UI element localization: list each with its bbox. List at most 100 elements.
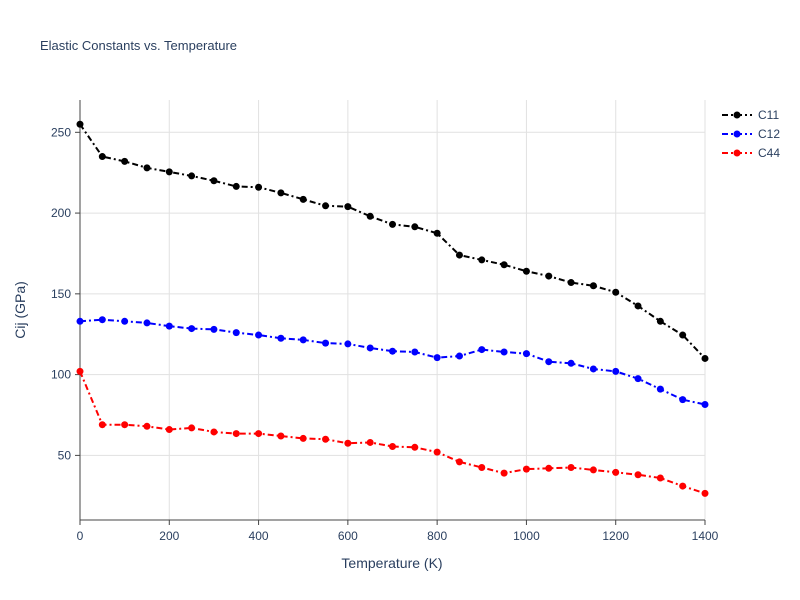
x-tick-label: 600 [338, 529, 358, 543]
data-point-c11 [679, 331, 687, 339]
data-point-c44 [589, 466, 597, 474]
data-point-c44 [500, 469, 508, 477]
legend-marker-swatch [733, 111, 741, 119]
x-tick-label: 400 [249, 529, 269, 543]
data-point-c11 [545, 272, 553, 280]
data-point-c44 [277, 432, 285, 440]
series-c12 [76, 316, 709, 408]
data-point-c12 [98, 316, 106, 324]
data-point-c11 [634, 302, 642, 310]
data-point-c44 [98, 421, 106, 429]
data-point-c11 [344, 203, 352, 211]
data-point-c11 [567, 279, 575, 287]
chart-title: Elastic Constants vs. Temperature [40, 38, 237, 53]
data-point-c44 [232, 430, 240, 438]
data-point-c12 [522, 350, 530, 358]
data-point-c12 [232, 329, 240, 337]
data-point-c12 [366, 344, 374, 352]
data-point-c11 [389, 220, 396, 228]
data-point-c44 [522, 465, 530, 473]
data-point-c12 [121, 317, 129, 325]
data-point-c11 [277, 189, 285, 197]
data-point-c11 [98, 153, 106, 161]
data-point-c12 [656, 385, 664, 393]
data-point-c12 [344, 340, 352, 348]
data-point-c11 [701, 354, 709, 362]
data-point-c11 [299, 195, 307, 203]
data-point-c44 [299, 434, 307, 442]
data-point-c44 [433, 448, 441, 456]
data-point-c12 [255, 331, 263, 339]
data-point-c44 [344, 439, 352, 447]
data-point-c12 [612, 367, 620, 375]
data-point-c12 [143, 319, 151, 327]
data-point-c11 [165, 168, 173, 176]
legend-item-c44[interactable]: C44 [722, 146, 780, 160]
legend-item-c11[interactable]: C11 [722, 108, 779, 122]
axis-layer: 0 200 400 600 800 1000 1200 1400 50 100 150 200 250 [51, 100, 719, 543]
x-tick-label: 800 [427, 529, 447, 543]
data-point-c12 [634, 375, 642, 383]
data-point-c12 [589, 365, 597, 373]
data-point-c12 [165, 322, 173, 330]
y-axis-title: Cij (GPa) [12, 281, 28, 339]
y-tick-label: 50 [58, 448, 72, 462]
data-point-c12 [76, 317, 84, 325]
data-point-c12 [411, 348, 419, 356]
data-point-c12 [679, 396, 687, 404]
data-point-c12 [299, 336, 307, 344]
data-point-c44 [679, 482, 687, 490]
y-tick-label: 200 [51, 206, 71, 220]
data-point-c44 [389, 443, 396, 450]
data-point-c11 [232, 182, 240, 190]
data-point-c12 [500, 348, 508, 356]
data-point-c11 [411, 223, 419, 231]
data-point-c44 [143, 422, 151, 430]
legend-label: C12 [758, 127, 780, 141]
data-point-c44 [701, 489, 709, 497]
legend-label: C44 [758, 146, 780, 160]
data-point-c12 [545, 358, 553, 366]
data-point-c11 [500, 261, 508, 269]
series-layer [76, 120, 709, 497]
data-point-c44 [612, 468, 620, 476]
x-tick-label: 200 [159, 529, 179, 543]
data-point-c11 [455, 251, 463, 259]
data-point-c44 [411, 443, 419, 451]
data-point-c12 [277, 334, 285, 342]
data-point-c44 [322, 435, 330, 443]
data-point-c44 [545, 464, 553, 472]
data-point-c11 [656, 317, 664, 325]
data-point-c44 [121, 421, 129, 429]
data-point-c12 [433, 354, 441, 362]
data-point-c12 [701, 401, 709, 408]
data-point-c11 [478, 256, 486, 264]
data-point-c44 [567, 464, 575, 471]
data-point-c11 [76, 120, 84, 128]
x-tick-label: 1200 [602, 529, 629, 543]
data-point-c44 [165, 426, 173, 434]
data-point-c44 [478, 464, 486, 471]
data-point-c12 [478, 346, 486, 354]
legend-item-c12[interactable]: C12 [722, 127, 780, 141]
grid-layer [80, 100, 706, 520]
data-point-c44 [634, 471, 642, 479]
data-point-c44 [210, 428, 218, 436]
series-c11 [76, 120, 709, 362]
data-point-c12 [210, 325, 218, 333]
data-point-c11 [366, 212, 374, 220]
legend-label: C11 [758, 108, 779, 122]
x-tick-label: 1400 [692, 529, 719, 543]
data-point-c11 [255, 183, 263, 191]
data-point-c44 [188, 424, 196, 432]
data-point-c12 [567, 359, 575, 367]
legend[interactable]: C11 C12 C44 [722, 108, 780, 160]
data-point-c44 [455, 458, 463, 466]
x-tick-label: 1000 [513, 529, 540, 543]
data-point-c44 [366, 438, 374, 446]
data-point-c44 [255, 430, 263, 438]
series-c44 [76, 367, 709, 497]
data-point-c11 [589, 282, 597, 290]
y-tick-label: 100 [51, 368, 71, 382]
